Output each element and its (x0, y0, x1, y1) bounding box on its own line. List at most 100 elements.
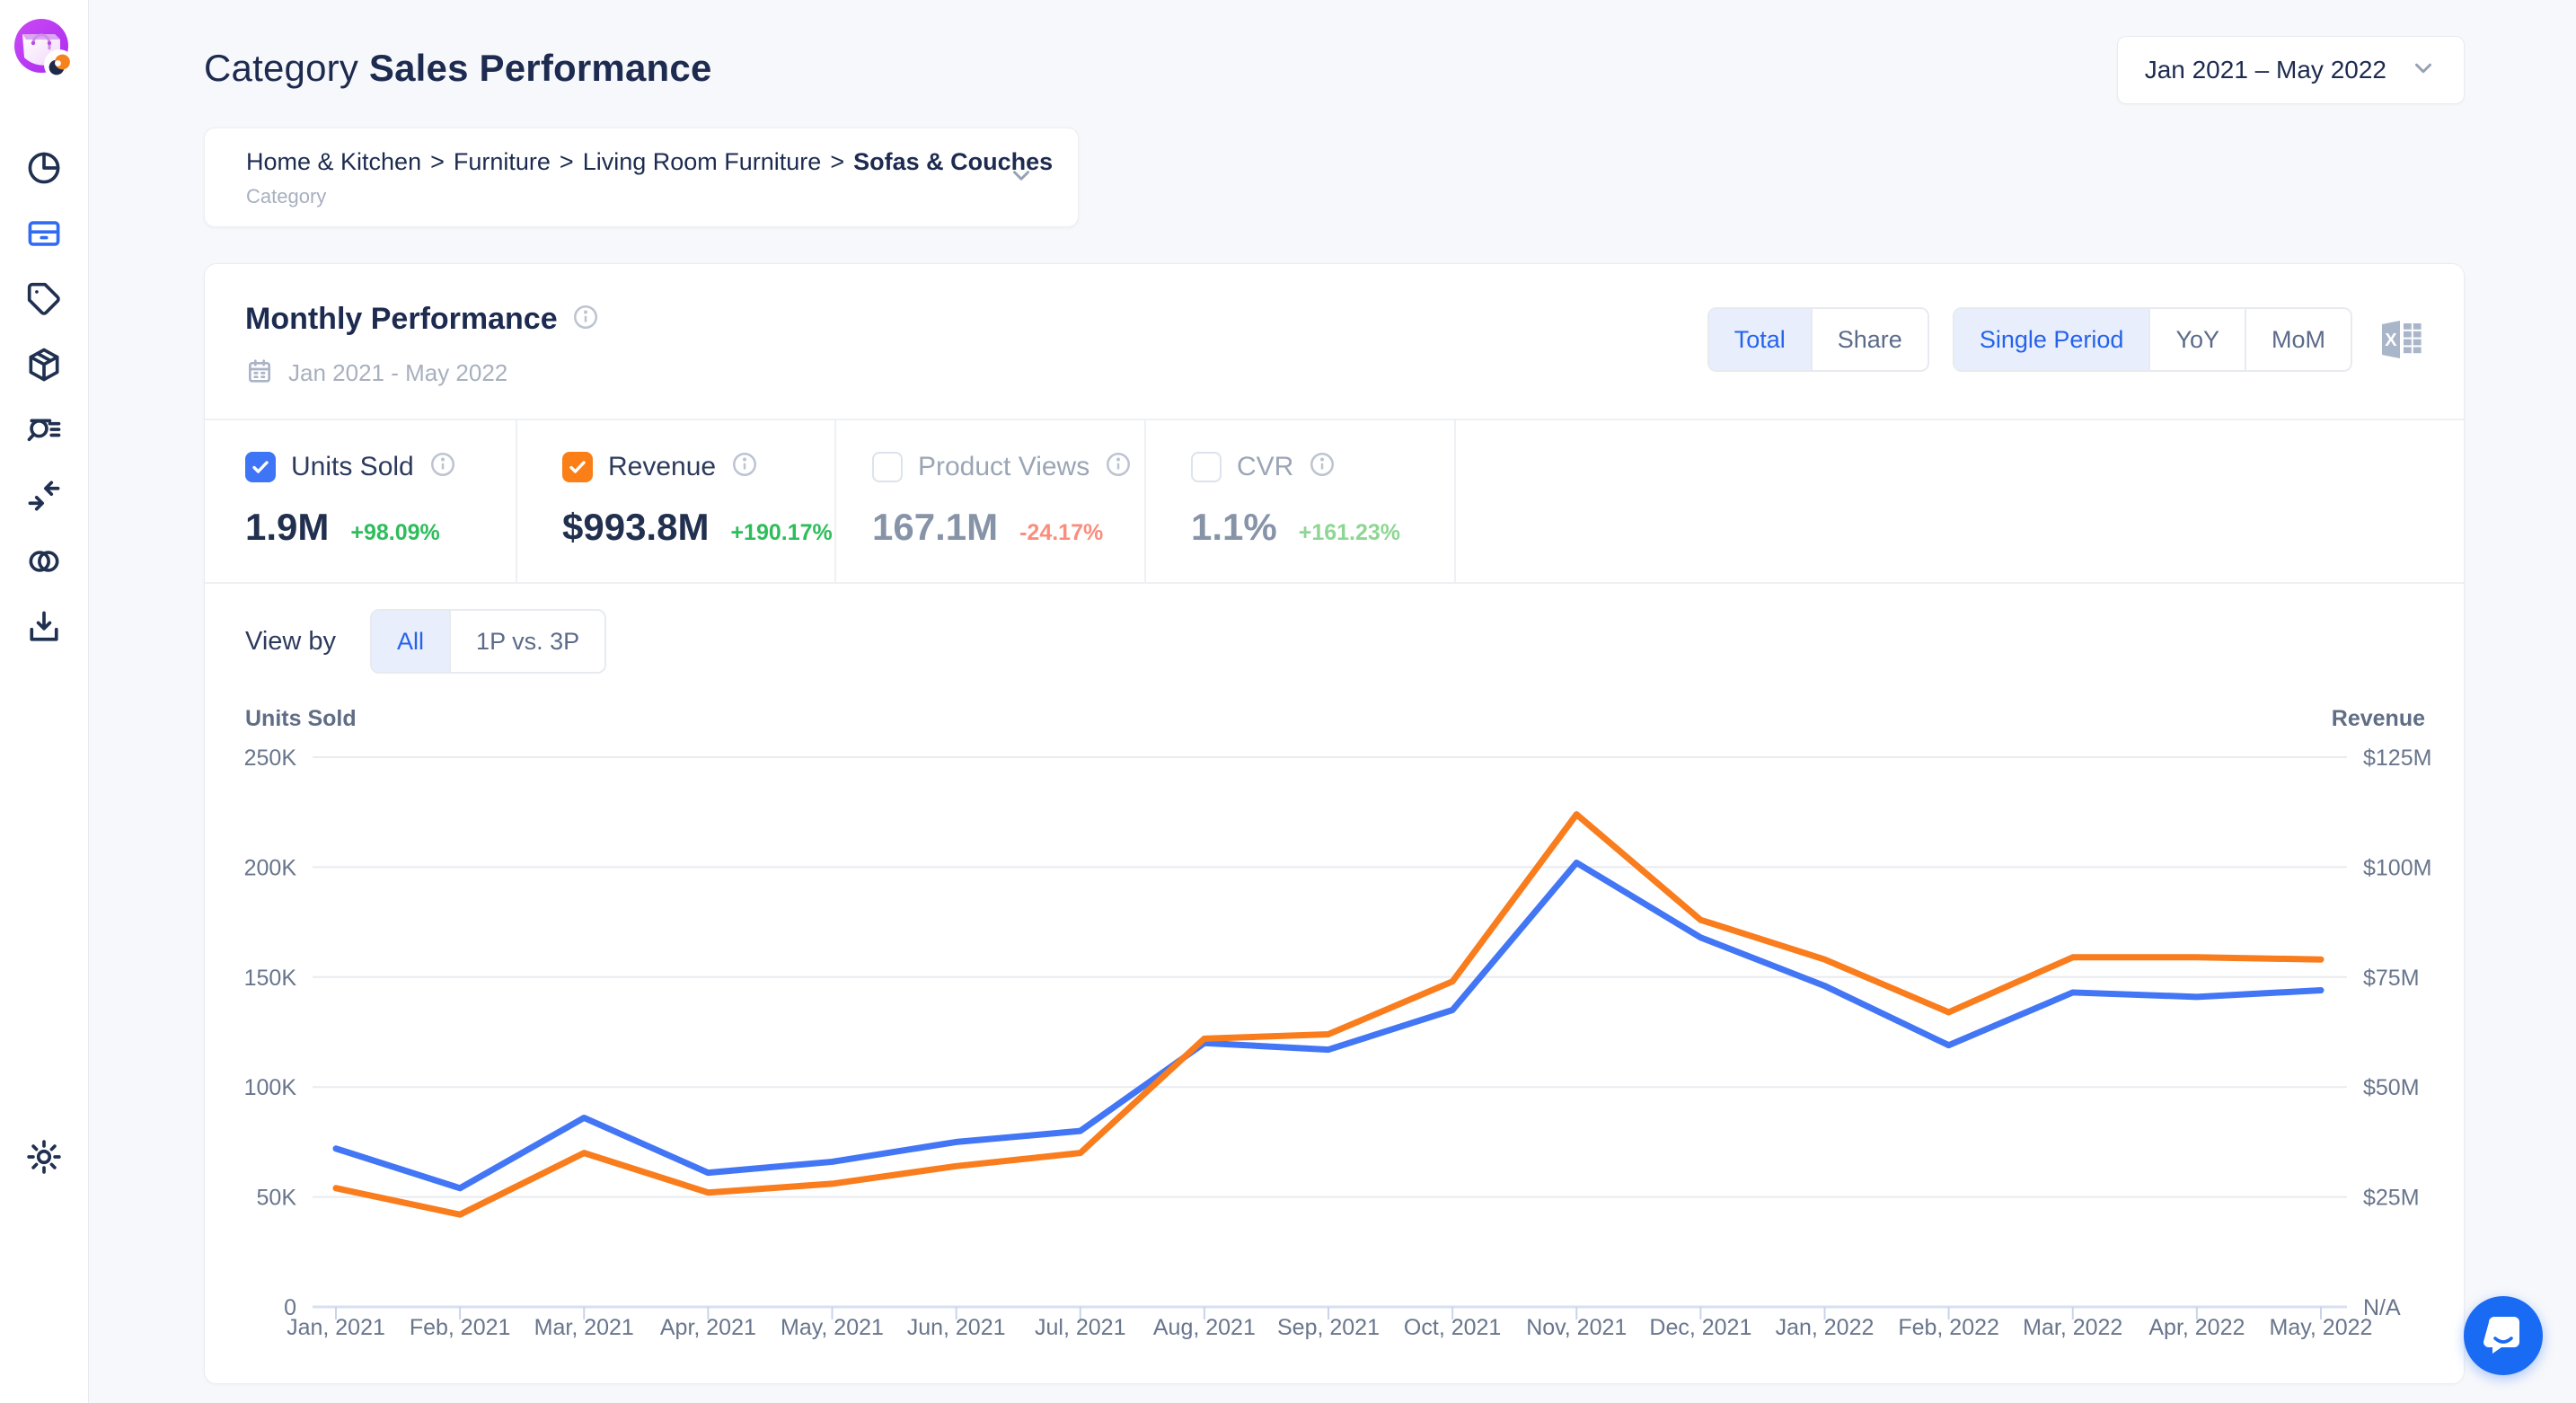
panel-title: Monthly Performance (245, 302, 558, 336)
line-chart[interactable]: 250K $125M 200K $100M 150K $75M 100K $50M 50K $25… (241, 731, 2466, 1360)
brand-badge-icon (44, 49, 75, 80)
metric-label: Units Sold (291, 451, 414, 481)
breadcrumb-current: Sofas & Couches (853, 148, 1054, 175)
excel-export-icon[interactable]: X (2376, 313, 2428, 366)
panel-controls: Total Share Single Period YoY MoM X (1707, 307, 2428, 372)
svg-text:50K: 50K (257, 1186, 297, 1211)
svg-text:Mar, 2021: Mar, 2021 (534, 1315, 634, 1340)
view-by-toggle: All 1P vs. 3P (370, 609, 607, 674)
axis-headers: Units Sold Revenue (245, 706, 2425, 732)
svg-text:Oct, 2021: Oct, 2021 (1404, 1315, 1501, 1340)
toggle-share[interactable]: Share (1810, 309, 1928, 370)
info-icon[interactable] (572, 304, 599, 335)
breadcrumb: Home & Kitchen > Furniture > Living Room Fur… (246, 148, 1054, 175)
toggle-single-period[interactable]: Single Period (1954, 309, 2149, 370)
page-header: Category Sales Performance Jan 2021 – Ma… (89, 0, 2576, 104)
calendar-icon (245, 357, 274, 390)
metric-value: 1.1% (1191, 506, 1277, 548)
svg-text:Aug, 2021: Aug, 2021 (1153, 1315, 1256, 1340)
cvr-checkbox[interactable] (1191, 451, 1222, 482)
view-by-label: View by (245, 626, 337, 656)
sidebar (0, 0, 89, 1403)
chat-smile-icon (2483, 1317, 2519, 1354)
toggle-total[interactable]: Total (1708, 309, 1811, 370)
breadcrumb-item: Furniture (453, 148, 551, 175)
mode-toggle: Total Share (1707, 307, 1929, 372)
info-icon[interactable] (1105, 451, 1132, 482)
metric-value: 1.9M (245, 506, 330, 548)
converge-arrows-icon[interactable] (24, 476, 64, 516)
toggle-1p-vs-3p[interactable]: 1P vs. 3P (449, 611, 605, 672)
chevron-down-icon[interactable] (1008, 162, 1035, 193)
svg-text:Dec, 2021: Dec, 2021 (1649, 1315, 1751, 1340)
main-content: Category Sales Performance Jan 2021 – Ma… (89, 0, 2576, 1384)
toggle-all[interactable]: All (372, 611, 450, 672)
metric-cell-0: Units Sold 1.9M +98.09% (205, 420, 517, 582)
metric-label: CVR (1237, 451, 1294, 481)
date-range-label: Jan 2021 – May 2022 (2144, 56, 2386, 84)
import-tray-icon[interactable] (24, 607, 64, 647)
revenue-checkbox[interactable] (562, 451, 593, 482)
breadcrumb-item: Home & Kitchen (246, 148, 422, 175)
metrics-band: Units Sold 1.9M +98.09% Revenue (205, 419, 2464, 584)
svg-text:X: X (2385, 331, 2397, 350)
sidebar-nav (24, 148, 64, 673)
page-title: Category Sales Performance (204, 47, 712, 90)
metric-label: Revenue (608, 451, 717, 481)
metric-change: +190.17% (730, 520, 833, 545)
toggle-mom[interactable]: MoM (2245, 309, 2351, 370)
svg-text:$25M: $25M (2363, 1186, 2420, 1211)
search-list-icon[interactable] (24, 410, 64, 450)
svg-text:Feb, 2022: Feb, 2022 (1898, 1315, 1999, 1340)
metric-change: +98.09% (350, 520, 440, 545)
svg-text:$75M: $75M (2363, 966, 2420, 991)
svg-text:$125M: $125M (2363, 746, 2431, 771)
svg-text:100K: 100K (244, 1075, 297, 1100)
svg-text:$100M: $100M (2363, 855, 2431, 880)
tag-icon[interactable] (24, 279, 64, 319)
svg-text:Apr, 2022: Apr, 2022 (2148, 1315, 2245, 1340)
svg-text:0: 0 (284, 1295, 296, 1320)
svg-text:May, 2021: May, 2021 (781, 1315, 884, 1340)
package-icon[interactable] (24, 345, 64, 384)
svg-text:Jan, 2021: Jan, 2021 (287, 1315, 385, 1340)
info-icon[interactable] (1309, 451, 1336, 482)
info-icon[interactable] (429, 451, 456, 482)
metric-change: -24.17% (1019, 520, 1104, 545)
svg-text:Nov, 2021: Nov, 2021 (1526, 1315, 1627, 1340)
svg-text:200K: 200K (244, 855, 297, 880)
metric-cell-3: CVR 1.1% +161.23% (1146, 420, 1456, 582)
period-toggle: Single Period YoY MoM (1952, 307, 2352, 372)
avatar[interactable] (12, 16, 76, 81)
info-icon[interactable] (731, 451, 758, 482)
metric-cell-2: Product Views 167.1M -24.17% (836, 420, 1146, 582)
metric-change: +161.23% (1298, 520, 1401, 545)
date-range-picker[interactable]: Jan 2021 – May 2022 (2116, 36, 2465, 104)
metric-value: 167.1M (872, 506, 999, 548)
gear-icon[interactable] (24, 1137, 64, 1177)
venn-circles-icon[interactable] (24, 542, 64, 581)
category-selector[interactable]: Home & Kitchen > Furniture > Living Room Fur… (204, 128, 1079, 227)
breadcrumb-item: Living Room Furniture (582, 148, 822, 175)
svg-text:Jun, 2021: Jun, 2021 (907, 1315, 1006, 1340)
left-axis-title: Units Sold (245, 706, 357, 731)
right-axis-title: Revenue (2331, 706, 2425, 731)
drawer-icon[interactable] (24, 214, 64, 253)
svg-text:250K: 250K (244, 746, 297, 771)
page-title-light: Category (204, 47, 359, 89)
svg-text:Feb, 2021: Feb, 2021 (410, 1315, 511, 1340)
chat-button[interactable] (2464, 1296, 2543, 1375)
svg-text:Apr, 2021: Apr, 2021 (660, 1315, 756, 1340)
svg-text:Jan, 2022: Jan, 2022 (1776, 1315, 1875, 1340)
svg-text:Jul, 2021: Jul, 2021 (1035, 1315, 1125, 1340)
breadcrumb-sublabel: Category (246, 185, 327, 207)
metric-label: Product Views (918, 451, 1090, 481)
units-sold-checkbox[interactable] (245, 451, 276, 482)
pie-chart-icon[interactable] (24, 148, 64, 188)
panel-date-range: Jan 2021 - May 2022 (288, 359, 508, 386)
toggle-yoy[interactable]: YoY (2148, 309, 2245, 370)
metric-value: $993.8M (562, 506, 710, 548)
metric-cell-1: Revenue $993.8M +190.17% (517, 420, 836, 582)
page-title-bold: Sales Performance (368, 47, 712, 89)
product-views-checkbox[interactable] (872, 451, 903, 482)
